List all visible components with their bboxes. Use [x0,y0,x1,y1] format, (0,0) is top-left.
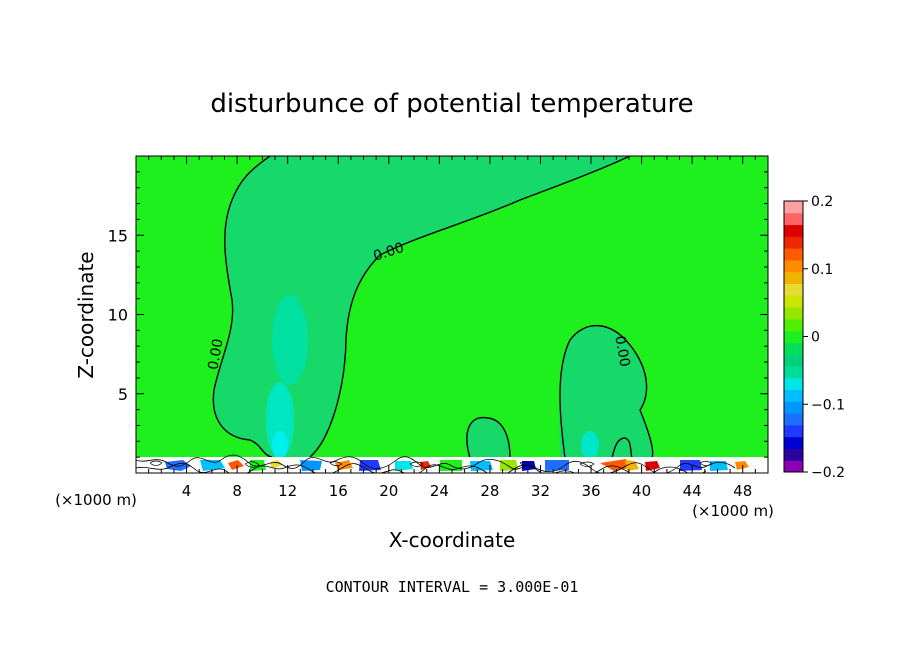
cool-core-base [272,431,288,459]
x-tick-label: 4 [182,482,192,500]
y-tick-label: 10 [108,306,128,325]
contour-region-main [136,156,630,457]
colorbar-swatch [784,248,803,261]
x-tick-label: 48 [733,482,752,500]
cool-core-upper [272,295,308,385]
colorbar-swatch [784,201,803,214]
x-axis-ticks: 4 8 12 16 20 24 28 32 36 40 44 48 [148,156,756,500]
colorbar-swatch [784,295,803,308]
colorbar-swatch [784,377,803,391]
x-unit-left: (×1000 m) [55,491,137,509]
contour-line-main [212,156,273,458]
colorbar-swatch [784,259,803,273]
x-tick-label: 28 [480,482,499,500]
colorbar-swatch [784,307,803,320]
x-tick-label: 32 [531,482,550,500]
x-tick-label: 40 [632,482,651,500]
colorbar-swatch [784,413,803,426]
y-axis-ticks: 5 10 15 [108,171,768,458]
contour-region-small [466,417,510,458]
colorbar-swatch [784,436,803,449]
colorbar-swatch [784,283,803,296]
colorbar-swatch [784,448,803,461]
x-tick-label: 20 [379,482,398,500]
colorbar-tick-label: 0 [811,330,820,346]
colorbar [784,201,803,473]
x-tick-label: 36 [581,482,600,500]
contour-interval-footer: CONTOUR INTERVAL = 3.000E-01 [326,578,579,596]
cool-core-right [581,431,599,459]
chart-title: disturbunce of potential temperature [210,89,693,119]
x-axis-label: X-coordinate [389,528,516,552]
contour-line-small [466,416,511,459]
colorbar-tick-label: −0.2 [811,465,845,481]
y-tick-label: 15 [108,226,128,245]
boundary-layer-band [136,454,768,473]
colorbar-swatch [784,424,803,438]
contour-region-right [559,325,653,460]
colorbar-swatch [784,236,803,249]
colorbar-swatch [784,389,803,402]
contour-line-main-right [309,156,631,458]
x-tick-label: 12 [278,482,297,500]
colorbar-swatch [784,354,803,367]
colorbar-swatch [784,318,803,332]
contour-line-right [559,324,654,459]
colorbar-swatch [784,365,803,379]
contour-label-left: 0.00 [205,338,226,371]
colorbar-swatch [784,271,803,284]
colorbar-tick-label: −0.1 [811,397,845,413]
plot-area: 0.00 0.00 0.00 [136,156,768,473]
colorbar-swatch [784,330,803,343]
colorbar-swatch [784,212,803,226]
colorbar-tick-label: 0.2 [811,194,833,210]
x-tick-label: 44 [683,482,702,500]
x-tick-label: 8 [232,482,242,500]
colorbar-swatch [784,224,803,237]
colorbar-swatch [784,460,803,473]
colorbar-swatch [784,342,803,355]
colorbar-ticks: 0.2 0.1 0 −0.1 −0.2 [803,194,845,481]
y-tick-label: 5 [118,385,128,404]
y-axis-label: Z-coordinate [74,251,98,378]
x-tick-label: 24 [430,482,449,500]
colorbar-tick-label: 0.1 [811,262,833,278]
colorbar-swatch [784,401,803,414]
contour-label-right: 0.00 [611,335,632,368]
x-unit-right: (×1000 m) [692,502,774,520]
contour-line-right-inner [611,437,633,459]
x-tick-label: 16 [329,482,348,500]
